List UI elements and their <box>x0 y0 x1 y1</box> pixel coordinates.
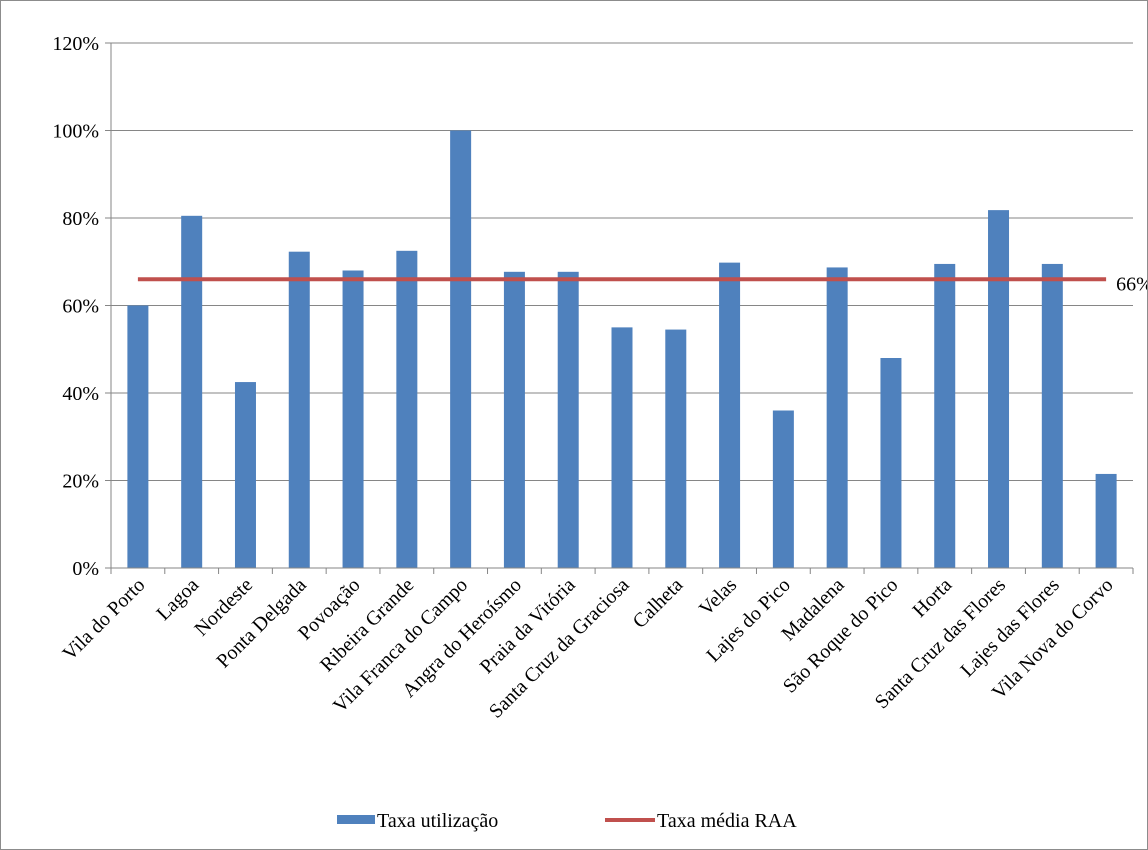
x-tick-label: Calheta <box>629 574 688 633</box>
bar-12 <box>772 410 794 568</box>
y-tick-label: 100% <box>52 121 99 143</box>
bar-7 <box>503 271 525 568</box>
bar-4 <box>342 270 364 568</box>
legend: Taxa utilização Taxa média RAA <box>337 810 797 832</box>
x-tick-label: Vila do Porto <box>59 574 150 665</box>
y-tick-labels: 0% 20% 40% 60% 80% 100% 120% <box>52 33 99 580</box>
y-tick-label: 0% <box>72 558 99 580</box>
bar-1 <box>181 215 203 568</box>
bar-5 <box>396 250 418 568</box>
bar-2 <box>234 382 256 568</box>
x-tick-label: Horta <box>909 574 957 622</box>
annotations: 66% <box>1116 273 1147 295</box>
y-tick-label: 80% <box>62 208 99 230</box>
gridlines <box>105 42 1133 569</box>
y-tick-label: 60% <box>62 296 99 318</box>
bars <box>127 130 1117 568</box>
bar-10 <box>665 329 687 568</box>
bar-3 <box>288 251 310 568</box>
legend-label-taxa-media-raa: Taxa média RAA <box>657 810 797 832</box>
legend-swatch-taxa-utilizacao <box>337 815 375 824</box>
bar-17 <box>1041 263 1063 568</box>
bar-16 <box>988 210 1010 568</box>
bar-13 <box>826 267 848 568</box>
bar-0 <box>127 305 149 568</box>
x-tick-label: Praia da Vitória <box>476 574 580 678</box>
bar-15 <box>934 263 956 568</box>
avg-data-label: 66% <box>1116 273 1147 295</box>
axes <box>110 43 1134 574</box>
legend-label-taxa-utilizacao: Taxa utilização <box>377 810 498 832</box>
x-tick-label: Lagoa <box>152 574 203 625</box>
bar-9 <box>611 327 633 568</box>
y-tick-label: 20% <box>62 471 99 493</box>
y-tick-label: 40% <box>62 383 99 405</box>
bar-18 <box>1095 473 1117 568</box>
bar-14 <box>880 358 902 568</box>
x-tick-label: Velas <box>695 574 741 620</box>
y-tick-label: 120% <box>52 33 99 55</box>
bar-8 <box>557 271 579 568</box>
bar-11 <box>719 262 741 568</box>
x-tick-label: Ribeira Grande <box>316 574 418 676</box>
bar-6 <box>450 130 472 568</box>
